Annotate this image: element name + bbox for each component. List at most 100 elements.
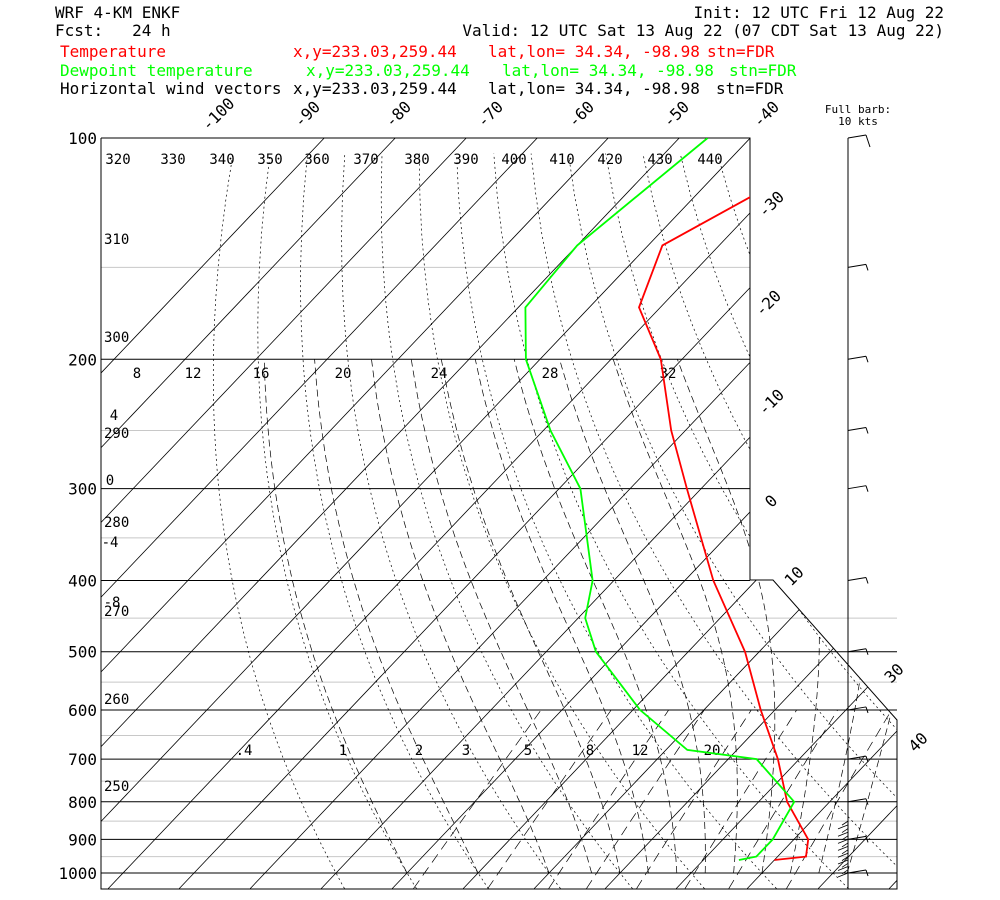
wind-barb-shaft [847,485,867,490]
dry-adiabat-line [605,153,897,889]
wind-barbs [837,134,871,878]
dry-adiabat-line [717,153,897,889]
dry-adiabat-line [530,153,897,889]
temperature-legend-latlon: lat,lon= 34.34, -98.98 [488,42,700,61]
theta-e-label: 390 [453,152,478,168]
theta-e-label: 430 [647,152,672,168]
moist-adiabat-label: 0 [106,473,114,489]
dewpoint-legend-pos: x,y=233.03,259.44 [306,61,470,80]
isotherm-line [888,138,897,889]
low-level-wind-barb [841,849,849,855]
isotherm-line [817,138,897,889]
wind-barb-shaft [847,869,867,874]
isotherm-line [746,138,897,889]
theta-e-label: 330 [160,152,185,168]
pressure-bands [101,266,897,858]
wind-barb-flag [865,836,869,843]
wind-barb-shaft [847,755,867,760]
wind-barb-shaft [847,134,867,139]
dry-adiabat-line [866,153,897,889]
barb-legend-title: Full barb: [825,103,891,116]
isotherm-label: -90 [290,97,324,131]
dry-adiabat-line [380,153,633,889]
isotherm-label: -60 [564,97,598,131]
dewpoint-legend-label: Dewpoint temperature [60,61,253,80]
forecast-hour: Fcst: 24 h [55,21,171,40]
moist-adiabat-line [559,359,706,873]
thermo-grid [101,122,1000,889]
isotherm-line [101,138,341,889]
pressure-tick-label: 600 [68,701,97,720]
dry-adiabat-line [679,153,897,889]
isotherm-line [960,122,1000,889]
isotherm-label: 0 [761,491,781,511]
moist-adiabat-label: 28 [542,366,559,382]
mixing-ratio-label: 3 [462,743,470,759]
low-level-wind-barb [841,842,849,848]
theta-label: 270 [104,604,129,620]
wind-legend-latlon: lat,lon= 34.34, -98.98 [488,79,700,98]
dry-adiabat-line [418,153,705,889]
moist-adiabat-line [677,359,776,874]
sounding-profiles [524,138,837,861]
theta-e-label: 440 [697,152,722,168]
isotherm-line [101,138,554,889]
low-level-wind-barb [837,852,849,858]
pressure-tick-label: 900 [68,830,97,849]
wind-barb-shaft [847,706,867,711]
wind-barb-flag [865,706,869,714]
low-level-wind-barb [837,859,849,865]
dewpoint-profile [524,138,796,861]
theta-label: 300 [104,330,129,346]
moist-adiabat-line [612,359,738,874]
temperature-legend-stn: stn=FDR [707,42,775,61]
moist-adiabat-label: 16 [253,366,270,382]
dry-adiabat-line [904,154,1000,889]
dry-adiabat-line [212,153,345,889]
wind-barb-shaft [847,263,867,268]
moist-adiabat-line [263,359,408,874]
theta-e-label: 420 [597,152,622,168]
isotherm-label: 40 [905,729,932,756]
init-time: Init: 12 UTC Fri 12 Aug 22 [693,3,944,22]
temperature-legend-pos: x,y=233.03,259.44 [293,42,457,61]
dry-adiabat-line [300,153,489,889]
mixing-ratio-line [586,709,705,889]
low-level-wind-barb [837,831,849,837]
wind-barb-shaft [847,798,867,803]
wind-barb-shaft [847,577,867,582]
wind-barb-flag [865,577,869,584]
low-level-wind-barb [841,856,849,861]
isotherm-line [101,138,767,889]
chart-frame [100,137,898,890]
theta-label: 250 [104,779,129,795]
mixing-ratio-line [636,709,752,889]
theta-e-label: 350 [257,152,282,168]
theta-label: 260 [104,692,129,708]
moist-adiabat-label: 8 [133,366,141,382]
theta-label: 310 [104,232,129,248]
theta-e-label: 370 [353,152,378,168]
isotherm-line [604,138,897,889]
moist-adiabat-line [818,359,874,874]
temperature-profile [638,138,837,861]
theta-e-label: 340 [209,152,234,168]
mixing-ratio-line [786,709,892,889]
isotherm-label: -20 [751,286,785,320]
wind-barb-flag [865,798,869,805]
wind-barb-flag [865,755,869,763]
isotherm-line [675,138,897,889]
isotherm-line [320,138,897,889]
moist-adiabat-line [410,359,592,874]
moist-adiabat-line [440,359,621,874]
dry-adiabat-line [341,153,561,889]
isotherm-label: -80 [381,97,415,131]
theta-e-label: 400 [501,152,526,168]
pressure-tick-label: 200 [68,350,97,369]
dry-adiabat-line [754,153,897,889]
dry-adiabat-line [828,153,897,889]
moist-adiabat-label: -8 [104,595,121,611]
wind-barb-flag [865,869,869,877]
dry-adiabat-line [493,153,849,889]
